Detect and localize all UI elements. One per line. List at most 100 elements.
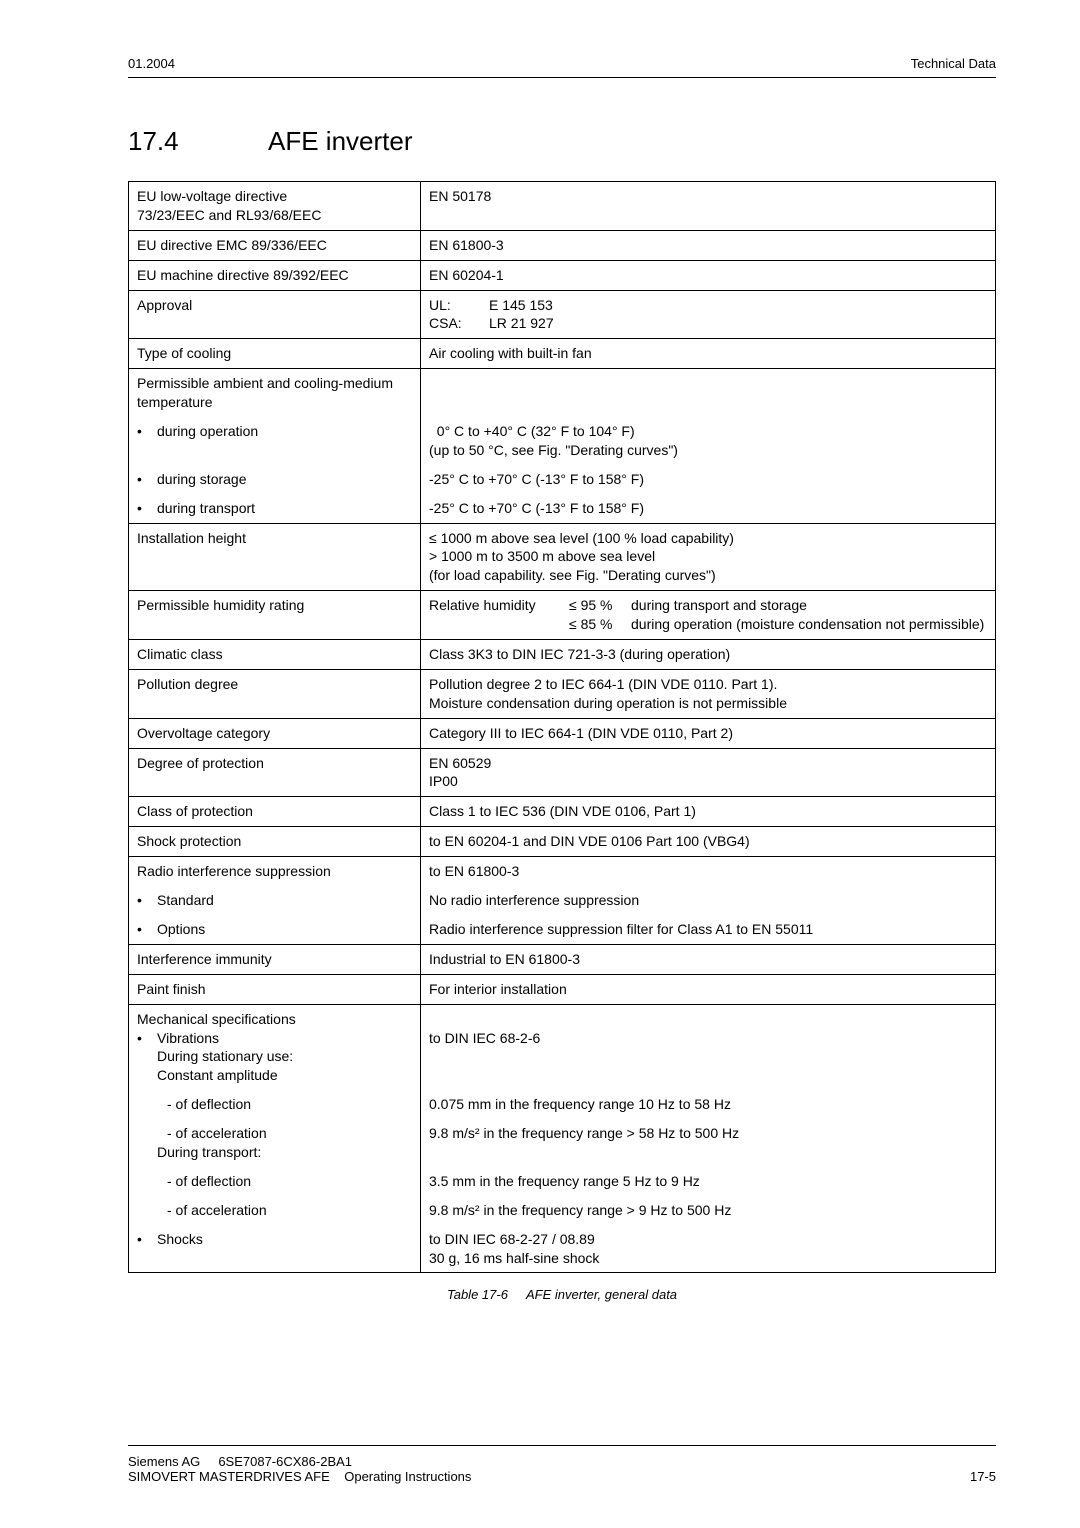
- table-row: - of acceleration During transport: 9.8 …: [129, 1119, 996, 1167]
- cell-label: •during operation: [129, 417, 421, 465]
- table-row: Permissible humidity rating Relative hum…: [129, 591, 996, 640]
- humidity-text: during transport and storage: [631, 596, 987, 615]
- sub-label: - of deflection: [137, 1095, 412, 1114]
- cell-label: Permissible ambient and cooling-medium t…: [129, 369, 421, 417]
- cell-value: -25° C to +70° C (-13° F to 158° F): [421, 494, 996, 523]
- table-row: Climatic class Class 3K3 to DIN IEC 721-…: [129, 640, 996, 670]
- cell-value: EN 50178: [421, 182, 996, 231]
- page-footer: Siemens AG 6SE7087-6CX86-2BA1 SIMOVERT M…: [128, 1445, 996, 1484]
- table-row: •during operation 0° C to +40° C (32° F …: [129, 417, 996, 465]
- cell-value: to EN 60204-1 and DIN VDE 0106 Part 100 …: [421, 827, 996, 857]
- cell-label: Climatic class: [129, 640, 421, 670]
- cell-value: EN 60204-1: [421, 260, 996, 290]
- cell-value: -25° C to +70° C (-13° F to 158° F): [421, 465, 996, 494]
- header-left: 01.2004: [128, 56, 175, 71]
- table-row: Type of cooling Air cooling with built-i…: [129, 339, 996, 369]
- cell-label: Permissible humidity rating: [129, 591, 421, 640]
- cell-label: •during storage: [129, 465, 421, 494]
- cell-label: - of deflection: [129, 1167, 421, 1196]
- cell-label: •Options: [129, 915, 421, 944]
- cell-label: Mechanical specifications •Vibrations Du…: [129, 1004, 421, 1090]
- bullet-text: during transport: [157, 499, 412, 518]
- header-right: Technical Data: [911, 56, 996, 71]
- page-header: 01.2004 Technical Data: [128, 56, 996, 78]
- table-row: Permissible ambient and cooling-medium t…: [129, 369, 996, 417]
- humidity-text: during operation (moisture condensation …: [631, 615, 987, 634]
- bullet-text: Shocks: [157, 1230, 412, 1249]
- bullet-text: Vibrations: [157, 1029, 412, 1048]
- table-row: •Shocks to DIN IEC 68-2-27 / 08.89 30 g,…: [129, 1225, 996, 1273]
- table-row: •Standard No radio interference suppress…: [129, 886, 996, 915]
- humidity-pct: ≤ 95 %: [569, 596, 631, 615]
- bullet-text: during operation: [157, 422, 412, 441]
- cell-label: Pollution degree: [129, 669, 421, 718]
- table-row: •Options Radio interference suppression …: [129, 915, 996, 944]
- cell-value: UL:E 145 153 CSA:LR 21 927: [421, 290, 996, 339]
- bullet-icon: •: [137, 470, 157, 489]
- cell-value: Class 1 to IEC 536 (DIN VDE 0106, Part 1…: [421, 797, 996, 827]
- value-line: (up to 50 °C, see Fig. "Derating curves"…: [429, 441, 987, 460]
- cell-label: EU directive EMC 89/336/EEC: [129, 230, 421, 260]
- label-text: Permissible ambient and cooling-medium t…: [137, 375, 393, 410]
- cell-value: 9.8 m/s² in the frequency range > 58 Hz …: [421, 1119, 996, 1167]
- cell-label: EU low-voltage directive 73/23/EEC and R…: [129, 182, 421, 231]
- cell-label: Installation height: [129, 523, 421, 591]
- table-row: Degree of protection EN 60529 IP00: [129, 748, 996, 797]
- table-row: Radio interference suppression to EN 618…: [129, 857, 996, 886]
- approval-ul-value: E 145 153: [489, 296, 553, 315]
- page-number: 17-5: [970, 1469, 996, 1484]
- value-line: 30 g, 16 ms half-sine shock: [429, 1249, 987, 1268]
- cell-value: ≤ 1000 m above sea level (100 % load cap…: [421, 523, 996, 591]
- cell-label: Class of protection: [129, 797, 421, 827]
- cell-value: Class 3K3 to DIN IEC 721-3-3 (during ope…: [421, 640, 996, 670]
- footer-left: Siemens AG 6SE7087-6CX86-2BA1 SIMOVERT M…: [128, 1454, 471, 1484]
- label-text: Mechanical specifications: [137, 1010, 412, 1029]
- approval-ul-label: UL:: [429, 296, 489, 315]
- sub-label: Constant amplitude: [137, 1066, 412, 1085]
- value-line: (for load capability. see Fig. "Derating…: [429, 566, 987, 585]
- cell-label: Shock protection: [129, 827, 421, 857]
- value-line: Moisture condensation during operation i…: [429, 694, 987, 713]
- sub-label: - of deflection: [137, 1172, 412, 1191]
- cell-label: - of deflection: [129, 1090, 421, 1119]
- cell-label: - of acceleration: [129, 1196, 421, 1225]
- bullet-icon: •: [137, 422, 157, 441]
- table-row: Installation height ≤ 1000 m above sea l…: [129, 523, 996, 591]
- value-line: to DIN IEC 68-2-6: [429, 1029, 987, 1048]
- approval-csa-value: LR 21 927: [489, 314, 554, 333]
- footer-line: SIMOVERT MASTERDRIVES AFE Operating Inst…: [128, 1469, 471, 1484]
- cell-value: EN 60529 IP00: [421, 748, 996, 797]
- table-row: Pollution degree Pollution degree 2 to I…: [129, 669, 996, 718]
- cell-value: 0.075 mm in the frequency range 10 Hz to…: [421, 1090, 996, 1119]
- table-row: Paint finish For interior installation: [129, 974, 996, 1004]
- footer-line: Siemens AG 6SE7087-6CX86-2BA1: [128, 1454, 471, 1469]
- sub-label: - of acceleration: [137, 1201, 412, 1220]
- cell-value: Pollution degree 2 to IEC 664-1 (DIN VDE…: [421, 669, 996, 718]
- cell-value: 3.5 mm in the frequency range 5 Hz to 9 …: [421, 1167, 996, 1196]
- spec-table: EU low-voltage directive 73/23/EEC and R…: [128, 181, 996, 1273]
- cell-value: 0° C to +40° C (32° F to 104° F) (up to …: [421, 417, 996, 465]
- cell-label: Degree of protection: [129, 748, 421, 797]
- cell-label: EU machine directive 89/392/EEC: [129, 260, 421, 290]
- cell-value: to DIN IEC 68-2-27 / 08.89 30 g, 16 ms h…: [421, 1225, 996, 1273]
- sub-label: During stationary use:: [137, 1047, 412, 1066]
- table-row: Approval UL:E 145 153 CSA:LR 21 927: [129, 290, 996, 339]
- cell-value: Air cooling with built-in fan: [421, 339, 996, 369]
- section-title: 17.4AFE inverter: [128, 126, 996, 157]
- table-row: EU machine directive 89/392/EEC EN 60204…: [129, 260, 996, 290]
- cell-value: For interior installation: [421, 974, 996, 1004]
- bullet-icon: •: [137, 1029, 157, 1048]
- sub-label: During transport:: [137, 1143, 412, 1162]
- cell-value: Radio interference suppression filter fo…: [421, 915, 996, 944]
- caption-ref: Table 17-6: [447, 1287, 508, 1302]
- humidity-label: Relative humidity: [429, 596, 569, 615]
- cell-label: Interference immunity: [129, 944, 421, 974]
- cell-label: Approval: [129, 290, 421, 339]
- bullet-icon: •: [137, 1230, 157, 1249]
- table-row: •during transport -25° C to +70° C (-13°…: [129, 494, 996, 523]
- cell-value: [421, 369, 996, 417]
- value-line: Pollution degree 2 to IEC 664-1 (DIN VDE…: [429, 675, 987, 694]
- cell-value: EN 61800-3: [421, 230, 996, 260]
- cell-value: Relative humidity ≤ 95 % during transpor…: [421, 591, 996, 640]
- cell-label: Type of cooling: [129, 339, 421, 369]
